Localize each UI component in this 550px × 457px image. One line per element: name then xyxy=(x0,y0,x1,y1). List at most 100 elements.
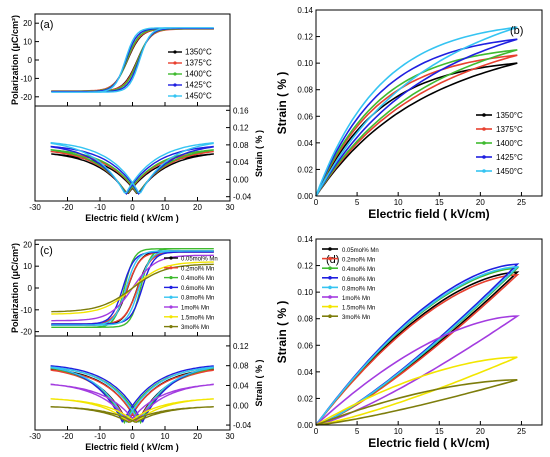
legend-label-3mol% Mn: 3mol% Mn xyxy=(342,315,370,321)
legend-marker-0.6mol% Mn xyxy=(169,285,173,289)
x-tick-label: 20 xyxy=(193,432,202,441)
polarization-y-tick-label: 0 xyxy=(28,56,33,65)
strain-y-tick-label: 0.04 xyxy=(233,158,249,167)
legend-marker-0.8mol% Mn xyxy=(169,295,173,299)
strain-curve-0.2mol% Mn xyxy=(315,273,520,426)
strain-loop-1400°C xyxy=(50,149,214,195)
legend-marker-0.2mol% Mn xyxy=(328,256,332,261)
legend-label-0.05mol% Mn: 0.05mol% Mn xyxy=(342,248,379,254)
x-tick-label: -10 xyxy=(94,432,106,441)
polarization-y-tick-label: -10 xyxy=(20,74,32,83)
pe-loop-1450°C xyxy=(51,27,214,93)
x-tick-label: 20 xyxy=(193,203,202,212)
legend-label-0.2mol% Mn: 0.2mol% Mn xyxy=(342,258,375,264)
x-tick-label: 20 xyxy=(476,198,485,207)
x-tick-label: -30 xyxy=(29,432,41,441)
legend-marker-0.05mol% Mn xyxy=(328,247,332,251)
x-tick-label: 5 xyxy=(355,427,360,436)
panel-label: (c) xyxy=(40,245,53,257)
strain-curve-1425°C xyxy=(315,38,518,197)
y-tick-label: 0.12 xyxy=(297,262,313,271)
legend-label-0.6mol% Mn: 0.6mol% Mn xyxy=(342,277,375,283)
y-tick-label: 0.02 xyxy=(297,165,313,174)
polarization-y-tick-label: 10 xyxy=(23,262,32,271)
x-tick-label: 10 xyxy=(161,203,170,212)
strain-loop-0.2mol% Mn xyxy=(50,369,214,422)
x-tick-label: 30 xyxy=(226,432,235,441)
strain-curve-1350°C xyxy=(315,62,518,197)
panel-label: (b) xyxy=(510,25,523,37)
legend-marker-1400°C xyxy=(173,72,177,76)
legend-marker-1mol% Mn xyxy=(169,305,173,309)
pe-loop-0.8mol% Mn xyxy=(51,250,214,326)
strain-loop-1425°C xyxy=(50,145,214,195)
legend-label-1425°C: 1425°C xyxy=(185,81,212,90)
polarization-y-tick-label: 20 xyxy=(23,19,32,28)
y-tick-label: 0.12 xyxy=(297,33,313,42)
legend-label-1450°C: 1450°C xyxy=(496,167,523,176)
strain-y-tick-label: 0.08 xyxy=(233,141,249,150)
strain-loop-1.5mol% Mn xyxy=(50,398,214,423)
x-axis-label: Electric field ( kV/cm) xyxy=(368,436,489,450)
legend-marker-1.5mol% Mn xyxy=(328,304,332,309)
strain-frame xyxy=(34,335,231,431)
legend-label-1.5mol% Mn: 1.5mol% Mn xyxy=(181,315,214,321)
strain-axis-label: Strain ( % ) xyxy=(254,130,264,177)
strain-y-tick-label: 0.12 xyxy=(233,124,249,133)
pe-loop-1.5mol% Mn xyxy=(51,261,214,315)
legend-marker-1375°C xyxy=(482,127,486,131)
legend-label-1400°C: 1400°C xyxy=(185,70,212,79)
strain-axis-label: Strain ( % ) xyxy=(254,359,264,406)
y-tick-label: 0.14 xyxy=(297,235,313,244)
x-tick-label: 15 xyxy=(435,427,444,436)
x-tick-label: 15 xyxy=(435,198,444,207)
legend-label-0.2mol% Mn: 0.2mol% Mn xyxy=(181,266,214,272)
legend-marker-1400°C xyxy=(482,141,486,145)
legend-marker-1425°C xyxy=(173,83,177,87)
x-axis-label: Electric field ( kV/cm) xyxy=(368,207,489,221)
legend-marker-0.4mol% Mn xyxy=(328,266,332,271)
strain-curve-1.5mol% Mn xyxy=(315,356,518,426)
legend-label-1400°C: 1400°C xyxy=(496,139,523,148)
y-tick-label: 0.02 xyxy=(297,394,313,403)
x-tick-label: 25 xyxy=(517,427,526,436)
panel-label: (d) xyxy=(326,254,339,266)
x-tick-label: 10 xyxy=(394,427,403,436)
panel-label: (a) xyxy=(40,19,53,31)
strain-frame xyxy=(315,238,543,426)
x-tick-label: 10 xyxy=(394,198,403,207)
legend-label-0.4mol% Mn: 0.4mol% Mn xyxy=(181,276,214,282)
strain-loop-1350°C xyxy=(51,153,214,195)
y-tick-label: 0.10 xyxy=(297,59,313,68)
strain-y-tick-label: 0.16 xyxy=(233,106,249,115)
legend-label-1450°C: 1450°C xyxy=(185,92,212,101)
strain-curve-1400°C xyxy=(315,49,518,197)
legend-label-1mol% Mn: 1mol% Mn xyxy=(342,296,370,302)
strain-curve-0.8mol% Mn xyxy=(315,265,520,426)
strain-curve-1375°C xyxy=(315,54,518,197)
pe-loop-1mol% Mn xyxy=(51,254,214,322)
legend-label-3mol% Mn: 3mol% Mn xyxy=(181,325,209,331)
x-tick-label: -10 xyxy=(94,203,106,212)
legend-marker-1450°C xyxy=(173,94,177,98)
polarization-y-tick-label: 20 xyxy=(23,240,32,249)
polarization-y-tick-label: -10 xyxy=(20,306,32,315)
strain-y-tick-label: 0.12 xyxy=(233,342,249,351)
x-tick-label: 25 xyxy=(517,198,526,207)
strain-curve-3mol% Mn xyxy=(315,379,518,426)
legend-label-1375°C: 1375°C xyxy=(185,59,212,68)
strain-y-tick-label: 0.04 xyxy=(233,381,249,390)
legend-marker-1350°C xyxy=(173,50,177,54)
legend-label-0.6mol% Mn: 0.6mol% Mn xyxy=(181,286,214,292)
y-tick-label: 0.00 xyxy=(297,421,313,430)
legend-marker-3mol% Mn xyxy=(328,314,332,319)
strain-loop-0.8mol% Mn xyxy=(50,366,214,424)
x-tick-label: 20 xyxy=(476,427,485,436)
y-axis-label: Strain ( % ) xyxy=(275,72,289,135)
polarization-y-tick-label: -20 xyxy=(20,93,32,102)
x-tick-label: 5 xyxy=(355,198,360,207)
strain-loop-1450°C xyxy=(50,142,214,194)
pe-loop-3mol% Mn xyxy=(51,263,214,313)
legend-marker-1.5mol% Mn xyxy=(169,315,173,319)
legend-marker-0.4mol% Mn xyxy=(169,276,173,280)
